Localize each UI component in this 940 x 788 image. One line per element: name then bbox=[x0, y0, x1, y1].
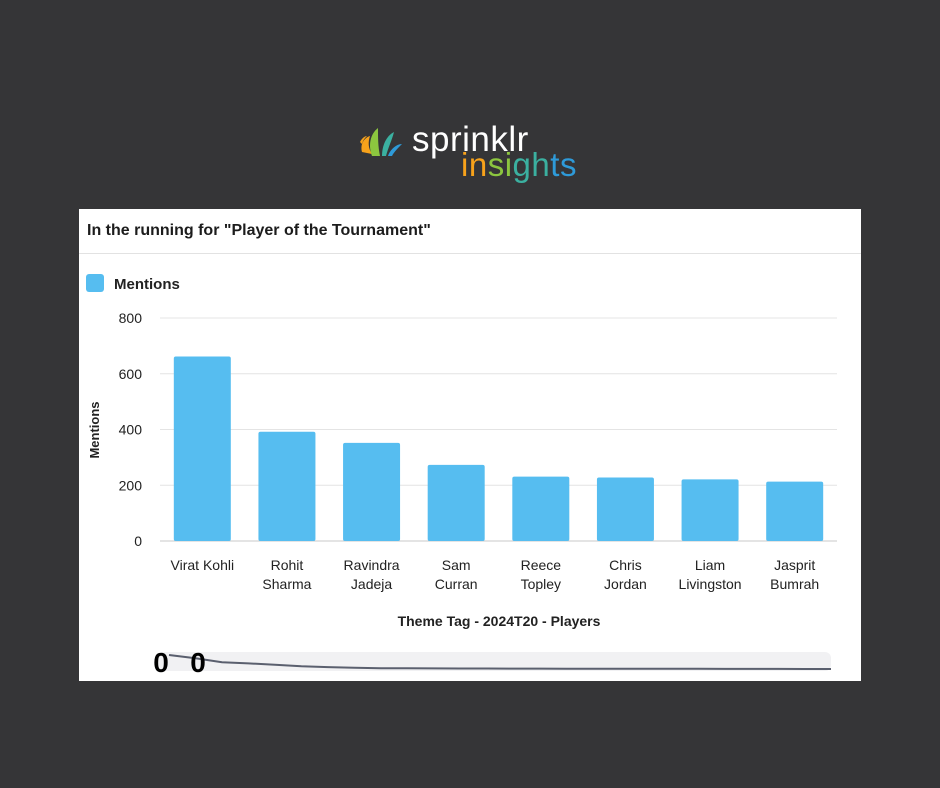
bar bbox=[766, 481, 824, 541]
card-header: In the running for "Player of the Tourna… bbox=[79, 209, 861, 254]
brand-subtitle: insights bbox=[461, 146, 577, 183]
x-axis-label: Theme Tag - 2024T20 - Players bbox=[398, 613, 601, 629]
legend-swatch bbox=[86, 274, 104, 292]
y-tick-label: 400 bbox=[119, 422, 143, 438]
navigator-handle-left[interactable]: 0 bbox=[153, 647, 169, 678]
x-tick-label: Sharma bbox=[262, 576, 311, 592]
x-tick-label: Rohit bbox=[271, 557, 304, 573]
x-tick-label: Curran bbox=[435, 576, 478, 592]
bar bbox=[512, 476, 570, 541]
y-tick-label: 0 bbox=[134, 533, 142, 549]
y-tick-label: 600 bbox=[119, 366, 143, 382]
bar bbox=[427, 464, 485, 541]
brand-name: sprinklr bbox=[412, 120, 529, 159]
x-tick-label: Topley bbox=[521, 576, 561, 592]
x-tick-label: Liam bbox=[695, 557, 725, 573]
y-axis-label: Mentions bbox=[87, 401, 102, 458]
y-tick-label: 800 bbox=[119, 310, 143, 326]
x-tick-label: Livingston bbox=[679, 576, 742, 592]
brand-logo: sprinklr insights bbox=[358, 118, 598, 188]
x-tick-label: Jordan bbox=[604, 576, 647, 592]
x-tick-label: Sam bbox=[442, 557, 471, 573]
x-tick-label: Reece bbox=[521, 557, 562, 573]
bar bbox=[596, 477, 654, 541]
x-tick-label: Jasprit bbox=[774, 557, 815, 573]
bar bbox=[681, 479, 739, 541]
bar bbox=[258, 431, 316, 541]
sprinklr-burst-icon bbox=[360, 128, 402, 156]
bar-chart: Mentions 0 200 400 600 800 Mentions Virat Kohli… bbox=[86, 274, 837, 678]
navigator-handle-right[interactable]: 0 bbox=[190, 647, 206, 678]
y-tick-label: 200 bbox=[119, 477, 143, 493]
x-tick-label: Bumrah bbox=[770, 576, 819, 592]
chart-card: In the running for "Player of the Tourna… bbox=[79, 209, 861, 681]
chart-title: In the running for "Player of the Tourna… bbox=[87, 222, 431, 239]
x-tick-label: Ravindra bbox=[344, 557, 400, 573]
bar bbox=[343, 442, 401, 541]
bar bbox=[173, 356, 231, 541]
navigator-trend-line bbox=[168, 654, 831, 670]
x-tick-label: Jadeja bbox=[351, 576, 392, 592]
x-tick-label: Chris bbox=[609, 557, 642, 573]
legend-label: Mentions bbox=[114, 276, 180, 293]
x-tick-label: Virat Kohli bbox=[171, 557, 235, 573]
